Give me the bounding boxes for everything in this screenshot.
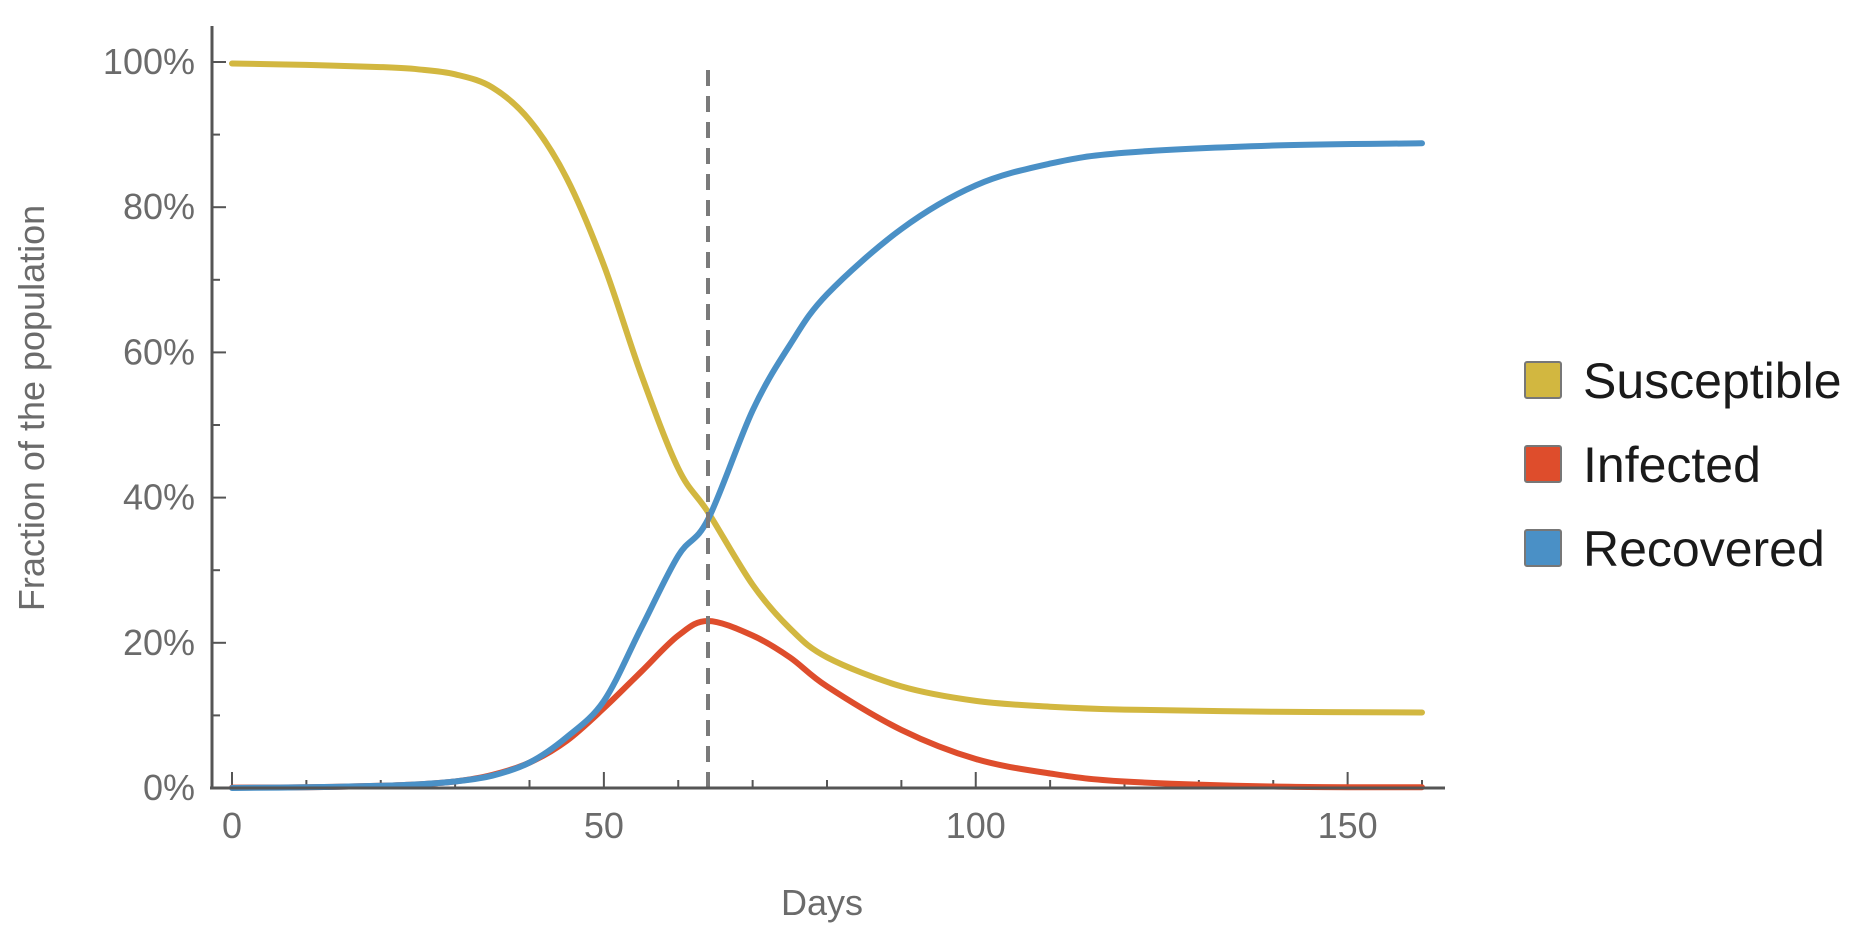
y-tick-label: 80% [123,186,195,227]
legend-swatch-recovered [1524,529,1562,567]
y-tick-label: 100% [103,41,195,82]
legend-label-recovered: Recovered [1583,521,1825,577]
legend-swatch-susceptible [1524,361,1562,399]
axis-tick-labels: 0 50 100 150 0% 20% 40% 60% 80% 100% [103,41,1378,846]
legend: Susceptible Infected Recovered [1524,353,1842,577]
legend-swatch-infected [1524,445,1562,483]
series-line-susceptible [229,60,1425,716]
legend-label-susceptible: Susceptible [1583,353,1842,409]
series-line-infected [229,618,1425,791]
legend-label-infected: Infected [1583,437,1761,493]
y-tick-label: 20% [123,622,195,663]
y-axis-title: Fraction of the population [11,205,52,611]
series-line-recovered [229,140,1425,791]
x-tick-label: 50 [584,805,624,846]
x-tick-label: 0 [222,805,242,846]
x-tick-label: 100 [946,805,1006,846]
y-tick-label: 60% [123,331,195,372]
x-axis-title: Days [781,882,863,923]
x-tick-label: 150 [1318,805,1378,846]
y-tick-label: 0% [143,767,195,808]
series-lines [229,60,1425,791]
y-tick-label: 40% [123,477,195,518]
